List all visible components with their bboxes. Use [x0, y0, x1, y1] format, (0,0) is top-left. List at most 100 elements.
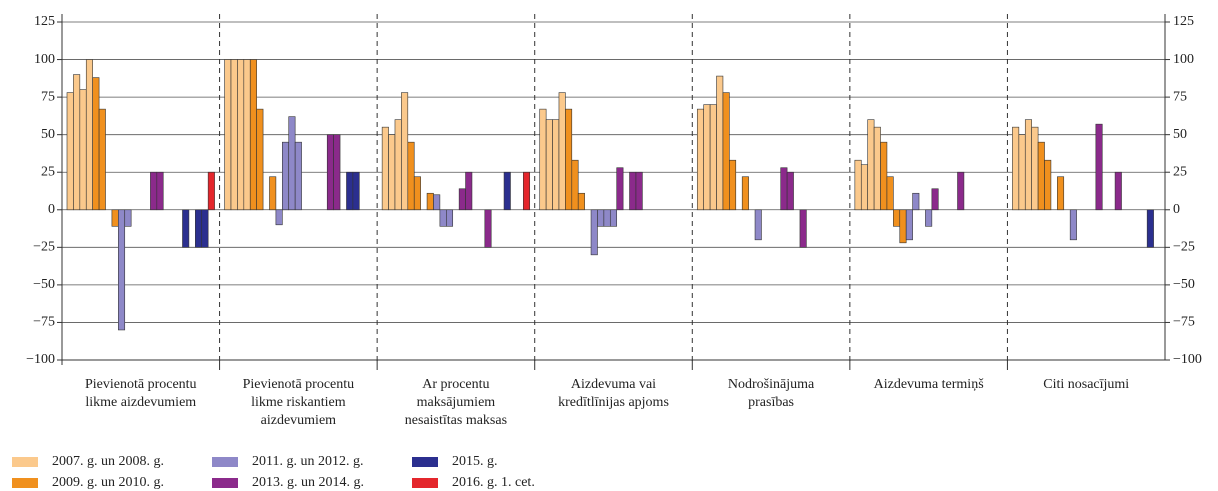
x-tick-label: nesaistītas maksas	[405, 413, 507, 428]
bar	[182, 209, 190, 248]
y-tick-label: 50	[41, 127, 55, 142]
y-tick-label: 75	[1173, 89, 1187, 104]
bar	[603, 209, 611, 227]
x-tick-label: maksājumiem	[417, 395, 496, 410]
y-tick-label: 25	[1173, 164, 1187, 179]
bar	[729, 159, 737, 211]
bar	[703, 104, 711, 211]
bar	[899, 209, 907, 244]
bar	[1095, 123, 1103, 211]
bar	[426, 192, 434, 211]
legend-label: 2015. g.	[452, 454, 498, 469]
bar	[1037, 141, 1045, 211]
x-tick-label: kredītlīnijas apjoms	[558, 395, 669, 410]
bar	[92, 77, 100, 211]
bar	[629, 171, 637, 211]
bar	[873, 126, 881, 211]
x-tick-label: Aizdevuma termiņš	[874, 377, 985, 392]
bar	[458, 188, 466, 211]
bar	[925, 209, 933, 227]
bar	[552, 119, 560, 211]
y-tick-label: 125	[1173, 14, 1194, 29]
bar	[388, 134, 396, 211]
bar	[597, 209, 605, 227]
y-tick-label: −100	[1173, 352, 1202, 367]
bar	[326, 134, 334, 211]
bar	[912, 192, 920, 211]
bar	[503, 171, 511, 211]
bar	[609, 209, 618, 227]
bar	[401, 92, 409, 211]
bar	[1044, 159, 1052, 211]
y-tick-label: −25	[33, 240, 55, 255]
y-tick-label: −75	[1173, 315, 1195, 330]
bar	[439, 209, 447, 227]
x-tick-label: Pievienotā procentu	[243, 377, 355, 392]
bar	[565, 108, 573, 211]
bar	[1024, 119, 1032, 211]
bar	[786, 171, 794, 211]
bar	[282, 141, 290, 211]
bar	[433, 194, 441, 211]
bar	[1018, 134, 1026, 211]
y-tick-label: −100	[26, 352, 55, 367]
bar	[799, 209, 807, 248]
bar	[709, 104, 717, 211]
bar	[201, 209, 209, 248]
bar	[957, 171, 965, 211]
y-tick-label: 100	[1173, 52, 1194, 67]
legend-label: 2009. g. un 2010. g.	[52, 475, 164, 490]
bar	[522, 171, 531, 211]
bar	[85, 59, 93, 211]
bar	[905, 209, 913, 241]
bar	[854, 159, 862, 211]
bar	[571, 159, 579, 211]
bar	[545, 119, 553, 211]
x-tick-label: likme aizdevumiem	[85, 395, 196, 410]
bar	[249, 59, 257, 211]
bar	[446, 209, 454, 227]
bar	[716, 75, 724, 211]
bar	[346, 171, 354, 211]
y-tick-label: −50	[33, 277, 55, 292]
bar	[1012, 126, 1020, 211]
bar	[381, 126, 389, 211]
bar	[394, 119, 402, 211]
bar	[275, 209, 283, 226]
bar	[931, 188, 939, 211]
legend-swatch	[12, 478, 38, 488]
bar	[118, 209, 126, 331]
legend-swatch	[212, 478, 238, 488]
bar	[539, 108, 547, 211]
bar	[880, 141, 888, 211]
bar	[237, 59, 245, 211]
bar	[256, 108, 264, 211]
bar	[754, 209, 762, 241]
y-tick-label: 125	[34, 14, 55, 29]
y-tick-label: 0	[1173, 202, 1180, 217]
bar	[893, 209, 901, 227]
y-tick-label: 50	[1173, 127, 1187, 142]
y-tick-label: 25	[41, 164, 55, 179]
bar	[558, 92, 566, 211]
bar	[407, 141, 415, 211]
bar	[207, 171, 215, 211]
y-tick-label: 100	[34, 52, 55, 67]
x-tick-label: Nodrošinājuma	[728, 377, 815, 392]
bar	[867, 119, 875, 211]
y-tick-label: −50	[1173, 277, 1195, 292]
bar	[577, 192, 585, 211]
bar	[230, 59, 238, 211]
bar	[886, 176, 894, 211]
y-tick-label: 75	[41, 89, 55, 104]
bar	[1069, 209, 1077, 241]
bar	[243, 59, 251, 211]
bar	[150, 171, 158, 211]
x-tick-label: Pievienotā procentu	[85, 377, 197, 392]
y-tick-label: −75	[33, 315, 55, 330]
bar	[860, 164, 868, 211]
x-tick-label: aizdevumiem	[261, 413, 337, 428]
bar	[1146, 209, 1154, 248]
bar	[780, 167, 788, 211]
